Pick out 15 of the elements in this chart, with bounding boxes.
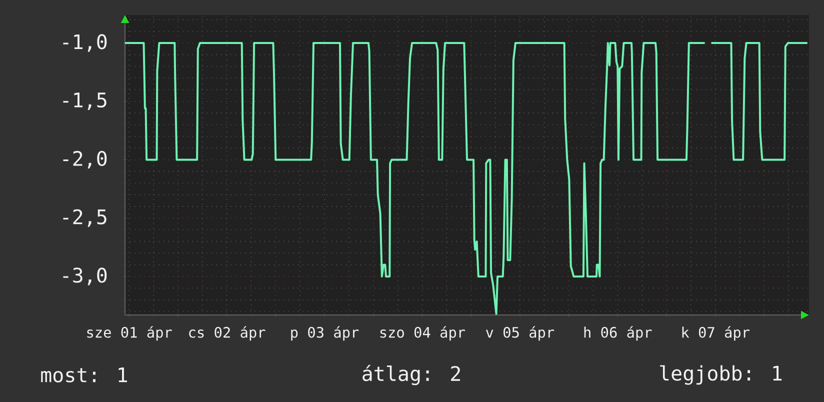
y-tick-label: -2,0 (63, 150, 107, 169)
y-tick-label: -3,0 (63, 268, 107, 286)
y-tick-label: -2,5 (63, 209, 106, 227)
x-tick-label: v 05 ápr (486, 326, 554, 341)
x-tick-label: szo 04 ápr (380, 326, 466, 341)
x-tick-label: cs 02 ápr (189, 326, 266, 341)
x-tick-label: sze 01 ápr (87, 326, 172, 341)
y-tick-label: -1,0 (63, 34, 107, 52)
text: átlag: 2 (362, 364, 460, 386)
x-tick-label: h 06 ápr (584, 326, 652, 341)
x-tick-label: k 07 ápr (682, 326, 750, 341)
text: most: 1 (41, 368, 128, 382)
x-tick-label: p 03 ápr (291, 326, 359, 341)
text: legjobb: 1 (660, 365, 782, 385)
y-tick-label: -1,5 (63, 92, 106, 110)
